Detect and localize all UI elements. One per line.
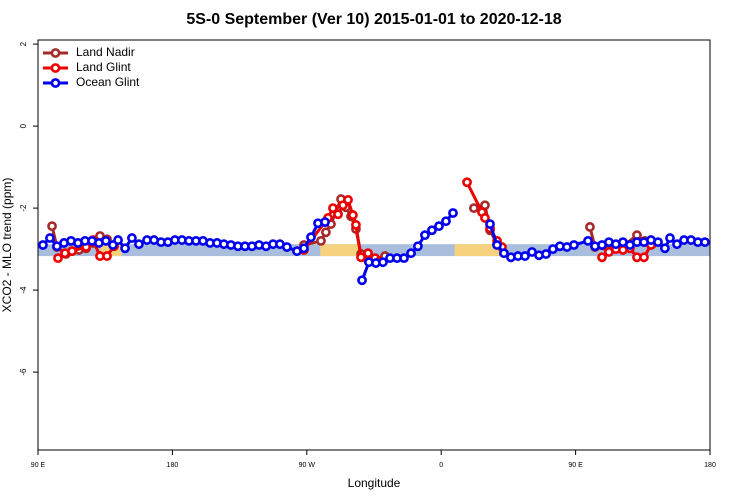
data-point	[134, 239, 144, 250]
data-point	[399, 253, 409, 264]
legend-label: Ocean Glint	[76, 75, 140, 89]
data-point	[45, 233, 55, 243]
x-tick-label: 180	[167, 462, 179, 469]
data-point	[320, 217, 330, 227]
data-point	[585, 222, 595, 232]
chart-title: 5S-0 September (Ver 10) 2015-01-01 to 20…	[186, 11, 561, 28]
data-point	[357, 275, 367, 286]
data-point	[480, 213, 490, 223]
legend-label: Land Nadir	[76, 45, 135, 59]
data-point	[101, 235, 111, 246]
x-tick-label: 180	[704, 462, 716, 469]
data-point	[420, 230, 430, 241]
data-point	[485, 219, 495, 229]
reference-band	[38, 244, 710, 257]
data-point	[47, 221, 57, 232]
data-point	[348, 210, 358, 220]
band-highlight	[454, 244, 501, 257]
x-tick-label: 90 E	[31, 462, 46, 469]
data-point	[299, 243, 309, 254]
data-point	[282, 242, 292, 252]
data-point	[413, 241, 423, 252]
x-axis-label: Longitude	[348, 476, 401, 490]
legend-label: Land Glint	[76, 60, 131, 74]
x-tick-label: 90 E	[568, 462, 583, 469]
data-point	[351, 220, 361, 230]
data-point	[67, 246, 77, 257]
data-point	[333, 209, 343, 220]
data-point	[102, 251, 112, 261]
data-point	[520, 251, 530, 261]
data-point	[434, 221, 444, 232]
data-point	[653, 237, 663, 248]
data-point	[469, 203, 479, 213]
data-point	[665, 233, 675, 243]
data-point	[427, 225, 437, 236]
data-point	[541, 249, 551, 259]
y-tick-label: -4	[19, 286, 28, 294]
data-point	[462, 177, 472, 188]
data-point	[356, 252, 366, 263]
y-tick-label: -6	[19, 368, 28, 376]
y-tick-label: 2	[19, 41, 28, 46]
data-point	[343, 194, 353, 205]
data-point	[127, 233, 137, 243]
y-tick-label: 0	[19, 123, 28, 128]
data-point	[499, 248, 509, 259]
legend-marker	[50, 48, 61, 58]
data-point	[53, 253, 63, 264]
data-point	[120, 243, 130, 254]
data-point	[448, 208, 458, 218]
data-point	[441, 216, 451, 227]
data-point	[306, 232, 316, 243]
data-point	[316, 235, 326, 246]
band-highlight	[320, 244, 360, 257]
x-tick-label: 0	[439, 462, 443, 469]
data-point	[597, 252, 607, 263]
data-point	[639, 252, 649, 263]
data-point	[583, 235, 593, 246]
data-point	[569, 240, 579, 250]
data-point	[492, 240, 502, 250]
data-point	[38, 240, 48, 250]
data-point	[378, 257, 388, 268]
y-axis-label: XCO2 - MLO trend (ppm)	[0, 178, 14, 313]
x-tick-label: 90 W	[299, 462, 316, 469]
plot-frame	[37, 39, 711, 451]
legend-marker	[50, 78, 61, 88]
data-point	[406, 248, 416, 259]
data-point	[321, 227, 331, 238]
data-point	[700, 237, 710, 248]
y-tick-label: -2	[19, 204, 28, 212]
legend-marker	[50, 63, 61, 73]
data-point	[328, 203, 338, 213]
data-point	[113, 235, 123, 245]
data-point	[660, 243, 670, 254]
data-point	[363, 248, 373, 259]
data-point	[672, 239, 682, 250]
